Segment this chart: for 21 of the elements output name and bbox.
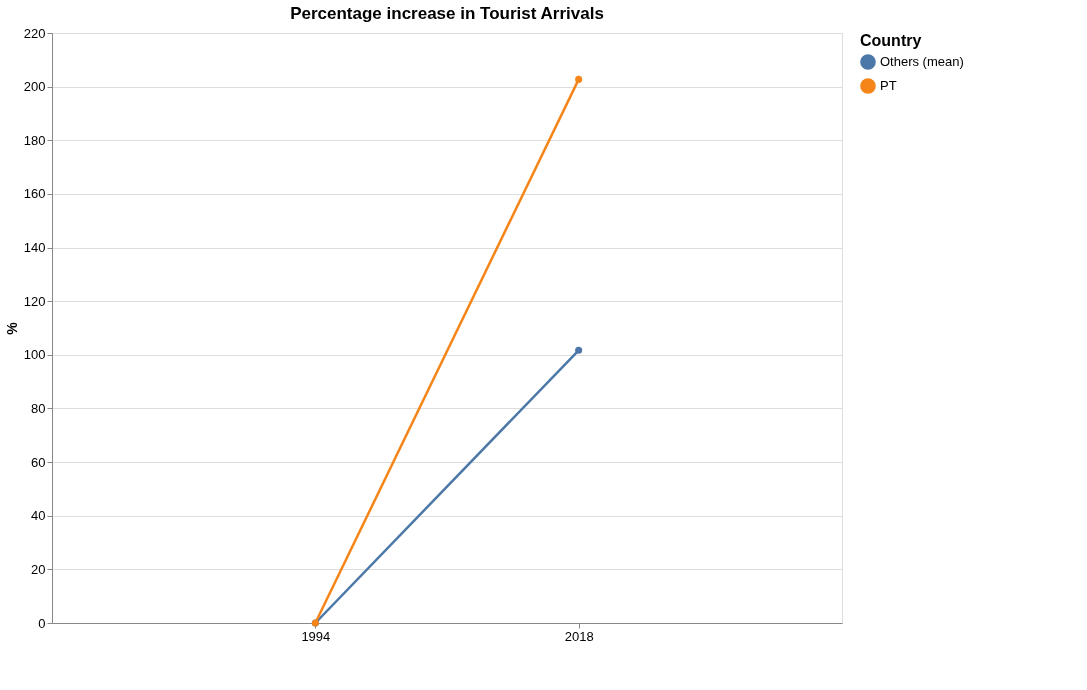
y-tick-label: 140 <box>23 240 46 256</box>
y-tick-label: 100 <box>23 347 46 363</box>
y-tick-label: 160 <box>23 186 46 202</box>
y-tick-label: 180 <box>23 132 46 148</box>
y-axis-title: % <box>3 321 20 335</box>
y-tick-label: 0 <box>38 615 46 631</box>
point <box>575 75 583 83</box>
legend-label: PT <box>880 78 897 93</box>
y-tick-label: 40 <box>31 508 46 524</box>
x-tick-label: 1994 <box>301 628 331 644</box>
y-tick-label: 120 <box>23 293 46 309</box>
legend-label: Others (mean) <box>880 54 964 69</box>
y-tick-label: 200 <box>23 79 46 95</box>
y-tick-label: 80 <box>31 400 46 416</box>
x-tick-label: 2018 <box>564 628 594 644</box>
chart-title: Percentage increase in Tourist Arrivals <box>290 4 604 23</box>
y-tick-label: 20 <box>31 561 46 577</box>
legend-title: Country <box>860 32 922 49</box>
y-tick-label: 220 <box>23 25 46 41</box>
point <box>575 346 583 354</box>
y-tick-label: 60 <box>31 454 46 470</box>
